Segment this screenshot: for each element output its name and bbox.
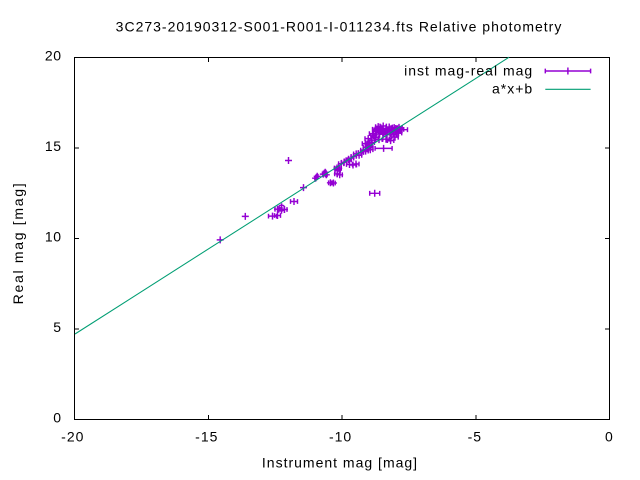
- svg-text:inst mag-real mag: inst mag-real mag: [404, 62, 533, 78]
- svg-text:-15: -15: [195, 429, 218, 445]
- svg-text:10: 10: [45, 228, 62, 244]
- svg-text:-10: -10: [329, 429, 352, 445]
- svg-text:Real mag [mag]: Real mag [mag]: [10, 182, 26, 305]
- svg-text:3C273-20190312-S001-R001-I-011: 3C273-20190312-S001-R001-I-011234.fts Re…: [116, 19, 563, 35]
- svg-text:Instrument mag [mag]: Instrument mag [mag]: [262, 455, 418, 471]
- svg-text:-20: -20: [61, 429, 84, 445]
- svg-text:5: 5: [53, 319, 61, 335]
- svg-text:20: 20: [45, 47, 62, 63]
- svg-text:a*x+b: a*x+b: [492, 81, 533, 97]
- svg-text:-5: -5: [468, 429, 482, 445]
- svg-text:0: 0: [53, 409, 61, 425]
- svg-text:15: 15: [45, 138, 62, 154]
- svg-text:0: 0: [605, 429, 613, 445]
